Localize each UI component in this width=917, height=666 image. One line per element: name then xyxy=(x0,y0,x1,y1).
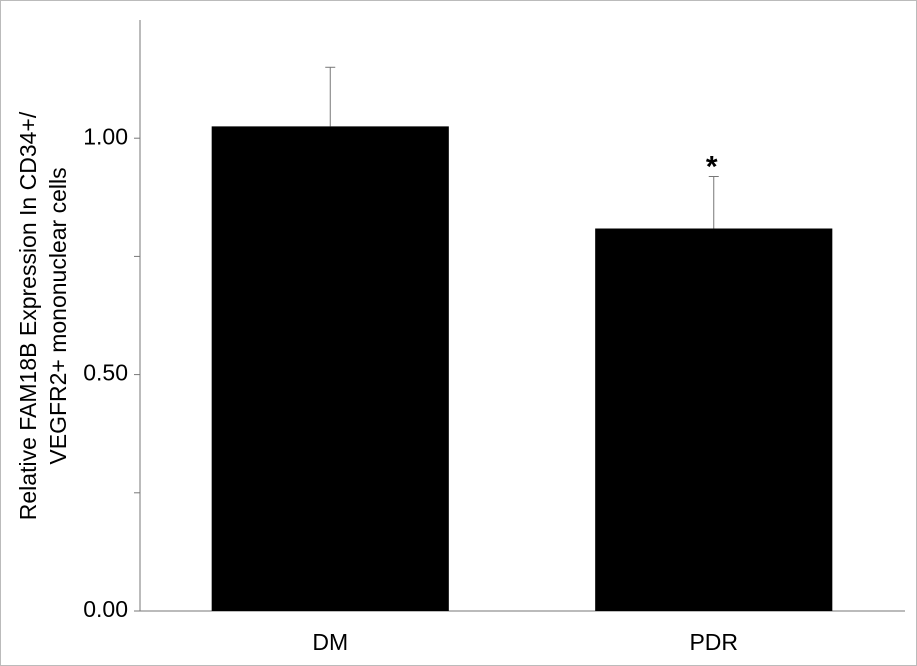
y-tick-label: 0.00 xyxy=(83,596,128,622)
bar xyxy=(211,126,449,611)
y-axis-label: VEGFR2+ mononuclear cells xyxy=(45,167,71,464)
x-tick-label: PDR xyxy=(689,629,738,655)
y-tick-label: 1.00 xyxy=(83,123,128,149)
bar xyxy=(595,228,833,611)
y-axis-label: Relative FAM18B Expression In CD34+/ xyxy=(15,111,41,520)
significance-marker: * xyxy=(706,150,718,183)
y-tick-label: 0.50 xyxy=(83,360,128,386)
x-tick-label: DM xyxy=(312,629,348,655)
